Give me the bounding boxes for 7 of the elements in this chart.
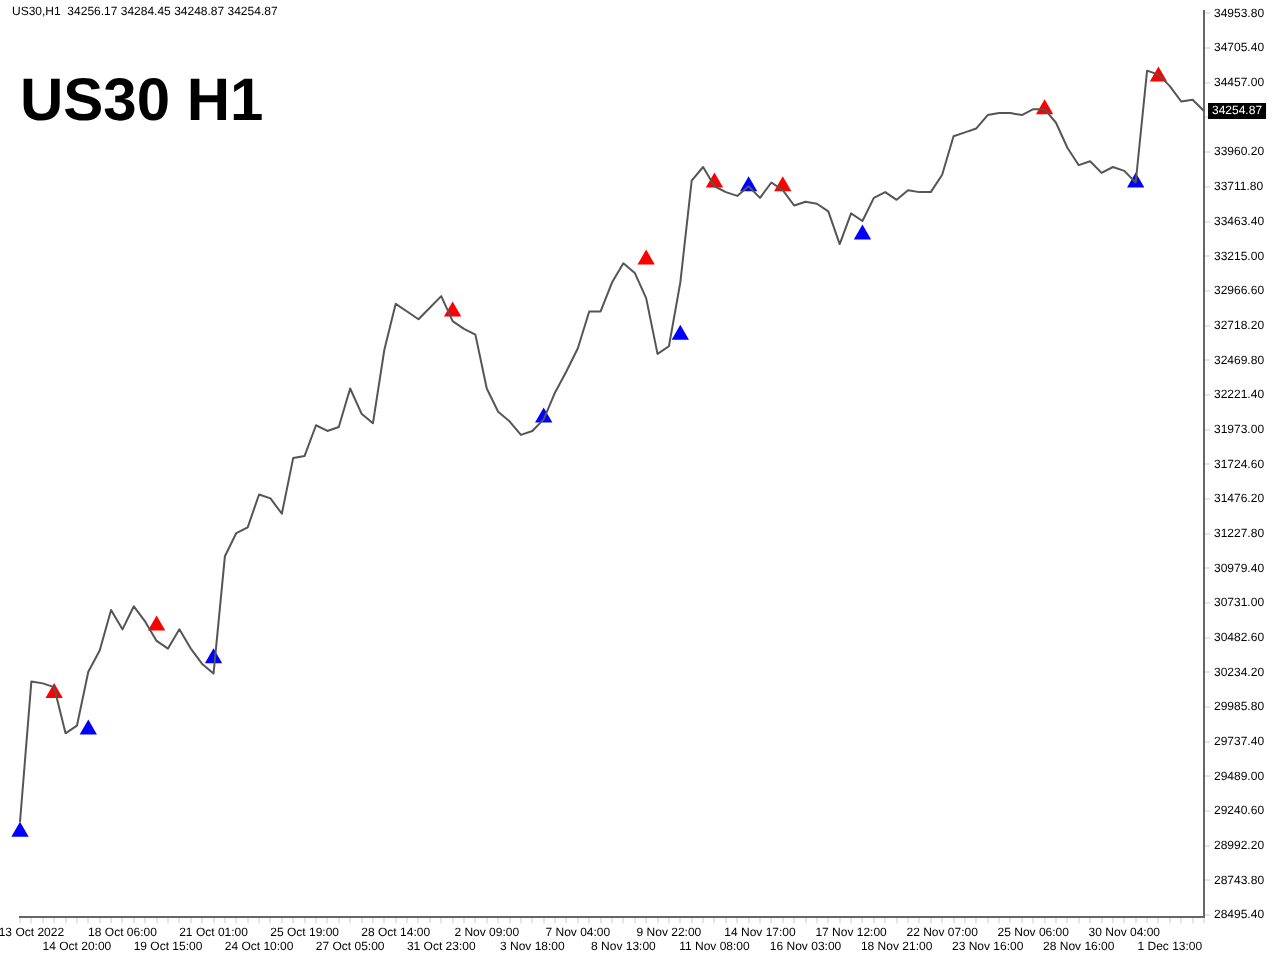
point [672, 325, 689, 340]
point [80, 720, 97, 735]
text: US30 H1 [20, 68, 264, 134]
point [12, 822, 28, 837]
point [854, 225, 871, 240]
point [148, 616, 165, 631]
point [638, 250, 655, 265]
